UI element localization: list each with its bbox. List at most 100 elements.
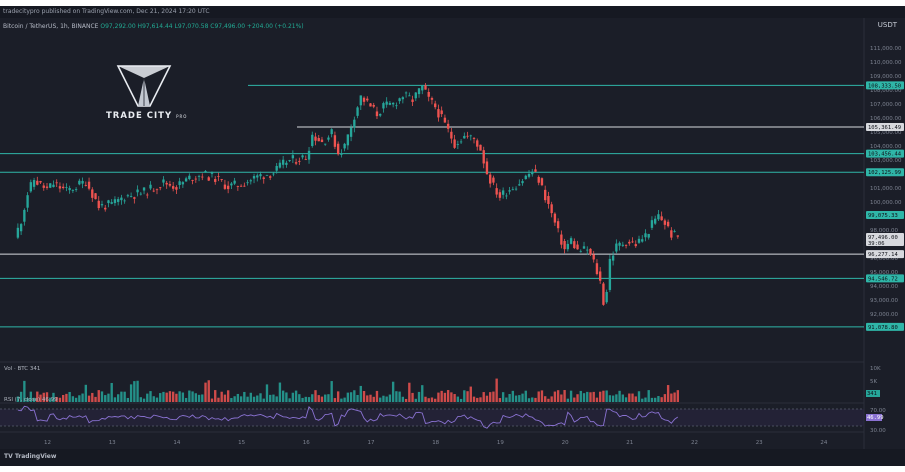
price-marker-tag — [866, 210, 904, 219]
volume-bar — [660, 397, 663, 402]
volume-bar — [320, 396, 324, 402]
candle-body — [660, 216, 663, 221]
y-tick-label: 107,000.00 — [870, 102, 902, 108]
volume-bar — [446, 390, 450, 402]
candle-body — [349, 127, 353, 137]
candle-body — [450, 131, 453, 139]
candle-body — [74, 188, 78, 190]
candle-body — [385, 101, 388, 105]
level-price-tag — [866, 322, 904, 331]
x-tick-label: 23 — [756, 440, 763, 446]
volume-bar — [136, 380, 139, 402]
volume-bar — [382, 395, 385, 402]
candle-body — [353, 119, 356, 128]
candle-body — [469, 135, 472, 137]
rsi-legend: RSI (7, close) 46.99 — [4, 397, 58, 403]
candle-body — [356, 107, 359, 116]
candle-body — [116, 199, 120, 202]
candle-body — [547, 195, 550, 204]
volume-bar — [349, 392, 353, 402]
level-price-label: 103,456.44 — [868, 152, 902, 158]
volume-bar — [540, 390, 544, 402]
candle-body — [233, 180, 236, 184]
candle-body — [556, 221, 560, 229]
candle-body — [589, 248, 592, 255]
candle-body — [611, 255, 615, 261]
price-marker-label: 99,075.33 — [868, 213, 898, 219]
volume-bar — [605, 390, 608, 402]
volume-bar — [324, 394, 327, 402]
candle-body — [599, 271, 602, 281]
candle-body — [168, 184, 172, 186]
candle-body — [595, 263, 599, 275]
volume-bar — [654, 397, 657, 402]
candle-body — [408, 95, 411, 97]
candle-body — [23, 209, 26, 222]
candle-body — [246, 182, 249, 184]
volume-bar — [366, 395, 369, 402]
candle-body — [324, 143, 327, 145]
candle-body — [511, 189, 515, 191]
candle-body — [239, 185, 243, 187]
volume-bar — [501, 392, 505, 402]
volume-bar — [670, 393, 673, 402]
candle-body — [207, 177, 210, 181]
volume-bar — [569, 390, 573, 402]
x-tick-label: 17 — [368, 440, 375, 446]
logo-icon — [116, 65, 172, 107]
candle-body — [398, 98, 401, 102]
candle-body — [181, 182, 185, 185]
candle-body — [204, 170, 207, 172]
volume-bar — [544, 396, 547, 402]
candle-body — [608, 258, 612, 290]
x-tick-label: 16 — [303, 440, 310, 446]
candle-body — [391, 102, 395, 105]
price-chart[interactable]: 111,000.00 110,000.00 109,000.00 108,000.00… — [0, 6, 905, 466]
candle-body — [434, 103, 437, 108]
candle-body — [453, 139, 456, 148]
candle-body — [272, 173, 275, 175]
level-price-tag — [866, 168, 904, 177]
candle-body — [294, 162, 298, 164]
candle-body — [544, 189, 547, 201]
candle-body — [120, 197, 123, 201]
candle-body — [472, 138, 476, 139]
volume-bar — [333, 398, 337, 402]
y-tick-label: 106,000.00 — [870, 116, 902, 122]
volume-bar — [340, 398, 343, 402]
volume-bar — [123, 391, 126, 402]
volume-bar — [518, 395, 521, 402]
volume-bar — [239, 396, 243, 402]
volume-bar — [301, 397, 304, 402]
candle-body — [621, 244, 625, 246]
candle-body — [288, 160, 291, 162]
volume-value-tag — [866, 390, 880, 397]
level-price-tag — [866, 122, 904, 131]
candle-body — [330, 129, 333, 135]
x-tick-label: 19 — [497, 440, 504, 446]
volume-bar — [129, 384, 133, 402]
volume-bar — [285, 392, 288, 402]
volume-bar — [521, 393, 524, 402]
volume-axis-label: 10K — [870, 366, 881, 372]
volume-bar — [379, 397, 382, 402]
candle-body — [456, 144, 460, 145]
candle-body — [644, 233, 647, 238]
candle-body — [379, 113, 382, 116]
volume-bar — [666, 385, 670, 402]
candle-body — [459, 141, 463, 143]
candle-body — [424, 85, 427, 90]
candle-body — [566, 243, 570, 250]
rsi-axis-label: 70.00 — [870, 408, 886, 414]
volume-bar — [492, 391, 495, 402]
level-price-label: 105,361.49 — [868, 125, 901, 131]
volume-bar — [214, 390, 217, 402]
volume-bar — [573, 397, 576, 402]
volume-bar — [550, 396, 553, 402]
volume-bar — [19, 391, 23, 402]
volume-bar — [469, 386, 472, 402]
currency-label[interactable]: USDT — [877, 21, 897, 29]
volume-bar — [142, 398, 146, 402]
volume-bar — [188, 390, 191, 402]
candle-body — [550, 204, 553, 214]
